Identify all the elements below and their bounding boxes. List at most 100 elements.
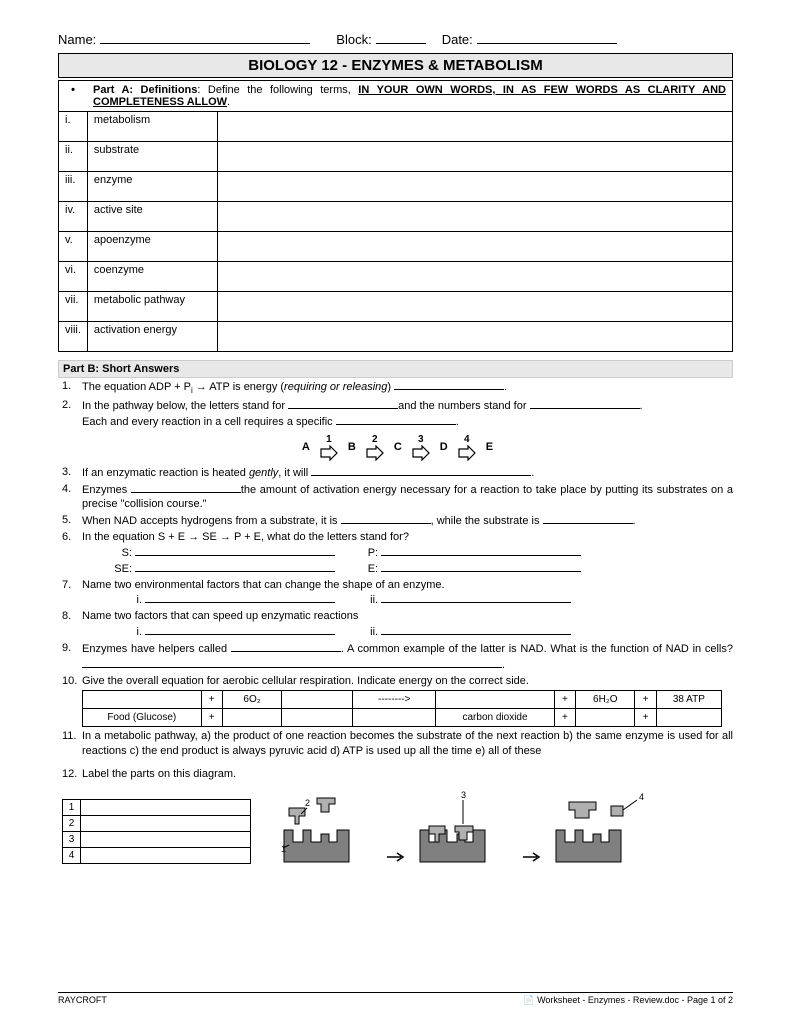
q-num: 12. — [62, 767, 82, 782]
eq-cell — [282, 709, 353, 727]
def-answer[interactable] — [217, 112, 732, 142]
q-num: 2. — [62, 398, 82, 430]
q11-text: In a metabolic pathway, a) the product o… — [82, 729, 733, 759]
def-term: active site — [87, 202, 217, 232]
enzyme-stage-3: 4 — [551, 790, 649, 864]
pathway-arrow: 1 — [320, 434, 338, 461]
def-num: viii. — [59, 322, 88, 352]
arrow-right-icon — [320, 445, 338, 461]
footer-left: RAYCROFT — [58, 995, 107, 1006]
def-num: vii. — [59, 292, 88, 322]
def-answer[interactable] — [217, 172, 732, 202]
q-num: 11. — [62, 729, 82, 759]
q-num: 9. — [62, 641, 82, 673]
svg-text:3: 3 — [461, 790, 466, 800]
enzyme-stage-1: 12 — [279, 790, 377, 864]
pathway-arrow: 4 — [458, 434, 476, 461]
date-blank[interactable] — [477, 30, 617, 44]
eq-cell — [83, 691, 202, 709]
svg-text:2: 2 — [305, 798, 310, 808]
pathway-letter: C — [394, 441, 402, 453]
def-answer[interactable] — [217, 292, 732, 322]
def-term: substrate — [87, 142, 217, 172]
questions-list: 1.The equation ADP + Pi → ATP is energy … — [58, 379, 733, 864]
worksheet-title: BIOLOGY 12 - ENZYMES & METABOLISM — [58, 53, 733, 78]
arrow-right-icon — [412, 445, 430, 461]
block-label: Block: — [336, 32, 371, 47]
def-answer[interactable] — [217, 142, 732, 172]
def-term: enzyme — [87, 172, 217, 202]
def-answer[interactable] — [217, 322, 732, 352]
def-num: ii. — [59, 142, 88, 172]
q4-text: Enzymes the amount of activation energy … — [82, 482, 733, 513]
q2-text: In the pathway below, the letters stand … — [82, 398, 733, 430]
def-num: v. — [59, 232, 88, 262]
q-num: 3. — [62, 465, 82, 481]
def-answer[interactable] — [217, 232, 732, 262]
instructions-text: Part A: Definitions: Define the followin… — [87, 81, 732, 111]
arrow-right-icon — [458, 445, 476, 461]
def-answer[interactable] — [217, 262, 732, 292]
eq-cell — [656, 709, 721, 727]
def-term: metabolism — [87, 112, 217, 142]
eq-cell: carbon dioxide — [436, 709, 555, 727]
q6-text: In the equation S + E → SE → P + E, what… — [82, 530, 733, 577]
eq-cell — [282, 691, 353, 709]
bullet-icon: • — [59, 81, 87, 111]
eq-cell: 6H₂O — [576, 691, 635, 709]
eq-cell: Food (Glucose) — [83, 709, 202, 727]
def-term: metabolic pathway — [87, 292, 217, 322]
eq-cell: + — [554, 691, 575, 709]
q12-text: Label the parts on this diagram. — [82, 767, 733, 782]
eq-cell: + — [201, 691, 222, 709]
def-num: iii. — [59, 172, 88, 202]
label-answer-table[interactable]: 1 2 3 4 — [62, 799, 251, 864]
pathway-letter: A — [302, 441, 310, 453]
def-answer[interactable] — [217, 202, 732, 232]
q7-text: Name two environmental factors that can … — [82, 578, 733, 609]
pathway-letter: E — [486, 441, 493, 453]
date-label: Date: — [442, 32, 473, 47]
q-num: 10. — [62, 674, 82, 689]
q9-text: Enzymes have helpers called . A common e… — [82, 641, 733, 673]
pathway-arrow: 3 — [412, 434, 430, 461]
eq-cell: + — [554, 709, 575, 727]
eq-cell: + — [635, 691, 656, 709]
eq-cell: --------> — [353, 691, 436, 709]
pathway-diagram: A1B2C3D4E — [62, 434, 733, 461]
q10-text: Give the overall equation for aerobic ce… — [82, 674, 733, 689]
q-num: 4. — [62, 482, 82, 513]
pathway-arrow: 2 — [366, 434, 384, 461]
arrow-icon — [385, 850, 407, 864]
def-term: apoenzyme — [87, 232, 217, 262]
q-num: 6. — [62, 530, 82, 577]
name-blank[interactable] — [100, 30, 310, 44]
arrow-icon — [521, 850, 543, 864]
q-num: 5. — [62, 513, 82, 529]
q8-text: Name two factors that can speed up enzym… — [82, 609, 733, 640]
name-label: Name: — [58, 32, 96, 47]
def-num: vi. — [59, 262, 88, 292]
arrow-right-icon — [366, 445, 384, 461]
q-num: 8. — [62, 609, 82, 640]
def-num: i. — [59, 112, 88, 142]
header-fields: Name: Block: Date: — [58, 30, 733, 47]
svg-text:1: 1 — [281, 844, 286, 854]
enzyme-stage-2: 3 — [415, 790, 513, 864]
q1-text: The equation ADP + Pi → ATP is energy (r… — [82, 379, 733, 397]
block-blank[interactable] — [376, 30, 426, 44]
instructions-row: • Part A: Definitions: Define the follow… — [58, 80, 733, 111]
footer-right: 📄 Worksheet - Enzymes - Review.doc - Pag… — [523, 995, 733, 1006]
equation-table: +6O₂-------->+6H₂O+38 ATPFood (Glucose)+… — [82, 690, 722, 727]
eq-cell — [576, 709, 635, 727]
eq-cell: 38 ATP — [656, 691, 721, 709]
pathway-letter: D — [440, 441, 448, 453]
eq-cell — [436, 691, 555, 709]
svg-text:4: 4 — [639, 792, 644, 802]
enzyme-diagram: 1 2 3 4 12 3 4 — [62, 790, 733, 864]
eq-cell: + — [201, 709, 222, 727]
page-footer: RAYCROFT 📄 Worksheet - Enzymes - Review.… — [58, 992, 733, 1006]
def-term: activation energy — [87, 322, 217, 352]
eq-cell — [222, 709, 281, 727]
definitions-table: i.metabolismii.substrateiii.enzymeiv.act… — [58, 111, 733, 352]
